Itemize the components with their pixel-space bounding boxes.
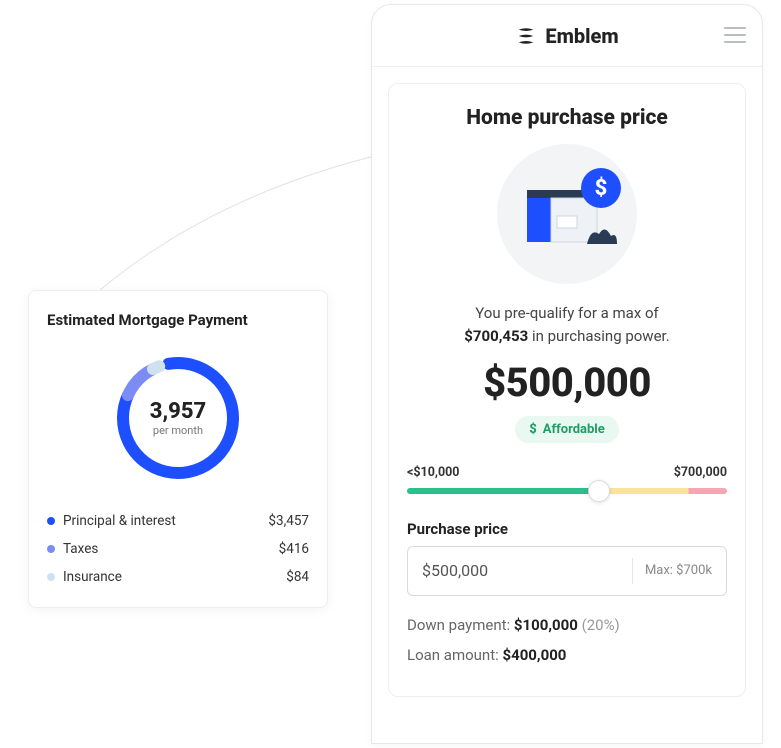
purchase-price-input[interactable]: $500,000 Max: $700k: [407, 546, 727, 596]
badge-row: $ Affordable: [407, 416, 727, 443]
down-payment-pct: (20%): [582, 616, 620, 634]
prequal-suffix: in purchasing power.: [528, 327, 669, 345]
svg-text:$: $: [595, 176, 608, 201]
phone-header: Emblem: [372, 5, 762, 67]
price-card: Home purchase price: [388, 83, 746, 697]
donut-center: 3,957 per month: [150, 399, 206, 437]
loan-amount-line: Loan amount: $400,000: [407, 646, 727, 664]
slider-min-label: <$10,000: [407, 465, 459, 480]
legend-value: $3,457: [268, 513, 309, 529]
legend-label: Insurance: [63, 569, 122, 585]
price-card-title: Home purchase price: [407, 106, 727, 130]
prequal-line1: You pre-qualify for a max of: [475, 304, 659, 322]
donut-segment: [153, 366, 159, 369]
house-illustration: $: [497, 144, 637, 284]
prequalify-text: You pre-qualify for a max of $700,453 in…: [407, 302, 727, 349]
selected-price: $500,000: [407, 359, 727, 406]
house-illustration-wrap: $: [407, 144, 727, 284]
donut-chart: 3,957 per month: [47, 343, 309, 493]
legend-row: Insurance $84: [47, 563, 309, 591]
affordable-badge: $ Affordable: [515, 416, 619, 443]
house-icon: $: [497, 144, 637, 284]
purchase-price-max: Max: $700k: [645, 563, 712, 578]
badge-text: Affordable: [543, 422, 605, 437]
slider-thumb[interactable]: [588, 480, 610, 502]
phone-body: Home purchase price: [372, 67, 762, 713]
loan-amount-value: $400,000: [502, 646, 566, 664]
prequal-amount: $700,453: [464, 327, 528, 345]
donut-sublabel: per month: [150, 424, 206, 437]
connector-curve: [100, 150, 400, 290]
loan-amount-label: Loan amount:: [407, 646, 502, 664]
legend: Principal & interest $3,457 Taxes $416 Insur…: [47, 507, 309, 591]
legend-label: Taxes: [63, 541, 98, 557]
hamburger-icon[interactable]: [724, 27, 746, 43]
donut-value: 3,957: [150, 399, 206, 424]
legend-label: Principal & interest: [63, 513, 176, 529]
down-payment-value: $100,000: [514, 616, 578, 634]
legend-dot: [47, 517, 55, 525]
down-payment-line: Down payment: $100,000 (20%): [407, 616, 727, 634]
legend-dot: [47, 573, 55, 581]
emblem-logo-icon: [515, 25, 537, 47]
slider-max-label: $700,000: [674, 465, 727, 480]
slider-labels: <$10,000 $700,000: [407, 465, 727, 480]
legend-row: Principal & interest $3,457: [47, 507, 309, 535]
purchase-price-value: $500,000: [422, 561, 488, 580]
phone-frame: Emblem Home purchase price: [371, 4, 763, 744]
estimated-mortgage-card: Estimated Mortgage Payment 3,957 per mon…: [28, 290, 328, 608]
legend-row: Taxes $416: [47, 535, 309, 563]
price-slider[interactable]: [407, 488, 727, 494]
dollar-icon: $: [529, 422, 537, 437]
legend-dot: [47, 545, 55, 553]
brand[interactable]: Emblem: [515, 24, 618, 48]
brand-text: Emblem: [545, 24, 618, 48]
purchase-price-label: Purchase price: [407, 520, 727, 538]
legend-value: $84: [286, 569, 309, 585]
legend-value: $416: [279, 541, 309, 557]
input-divider: [632, 558, 633, 584]
down-payment-label: Down payment:: [407, 616, 514, 634]
estimated-mortgage-title: Estimated Mortgage Payment: [47, 311, 309, 329]
